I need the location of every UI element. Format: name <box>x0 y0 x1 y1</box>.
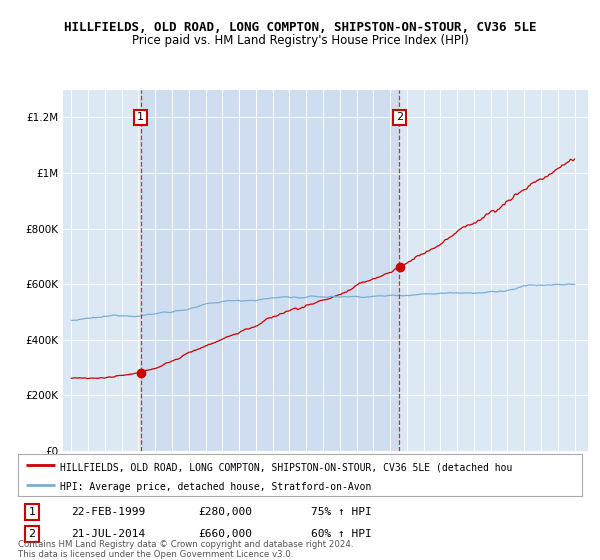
Bar <box>140 90 400 451</box>
Text: HILLFIELDS, OLD ROAD, LONG COMPTON, SHIPSTON-ON-STOUR, CV36 5LE: HILLFIELDS, OLD ROAD, LONG COMPTON, SHIP… <box>64 21 536 34</box>
Text: 2: 2 <box>29 529 35 539</box>
Text: £280,000: £280,000 <box>199 507 253 517</box>
Text: 75% ↑ HPI: 75% ↑ HPI <box>311 507 372 517</box>
Text: HPI: Average price, detached house, Stratford-on-Avon: HPI: Average price, detached house, Stra… <box>60 482 371 492</box>
Text: 1: 1 <box>29 507 35 517</box>
Text: 60% ↑ HPI: 60% ↑ HPI <box>311 529 372 539</box>
Text: Contains HM Land Registry data © Crown copyright and database right 2024.
This d: Contains HM Land Registry data © Crown c… <box>18 540 353 559</box>
Text: 22-FEB-1999: 22-FEB-1999 <box>71 507 146 517</box>
Text: Price paid vs. HM Land Registry's House Price Index (HPI): Price paid vs. HM Land Registry's House … <box>131 34 469 46</box>
Text: 2: 2 <box>396 113 403 123</box>
Text: £660,000: £660,000 <box>199 529 253 539</box>
Text: 1: 1 <box>137 113 144 123</box>
Text: 21-JUL-2014: 21-JUL-2014 <box>71 529 146 539</box>
Text: HILLFIELDS, OLD ROAD, LONG COMPTON, SHIPSTON-ON-STOUR, CV36 5LE (detached hou: HILLFIELDS, OLD ROAD, LONG COMPTON, SHIP… <box>60 462 512 472</box>
